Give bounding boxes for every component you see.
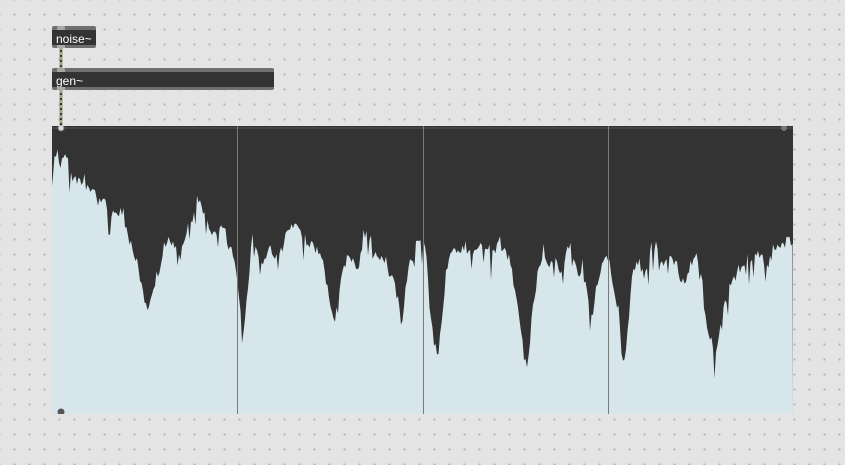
scope-resize-handle[interactable]	[781, 126, 787, 131]
noise-outlet[interactable]	[57, 45, 65, 48]
noise-object-box[interactable]: noise~	[52, 26, 96, 48]
scope-dividers	[237, 126, 609, 414]
gen-object-box[interactable]: gen~	[52, 68, 274, 90]
scope-outlet[interactable]	[57, 408, 65, 415]
noise-inlet[interactable]	[57, 26, 65, 30]
scope-inlet[interactable]	[57, 126, 65, 132]
gen-object-label: gen~	[56, 74, 84, 88]
waveform-scope[interactable]	[52, 126, 793, 414]
noise-object-label: noise~	[56, 32, 92, 46]
gen-inlet[interactable]	[57, 68, 65, 72]
gen-outlet[interactable]	[57, 87, 65, 90]
